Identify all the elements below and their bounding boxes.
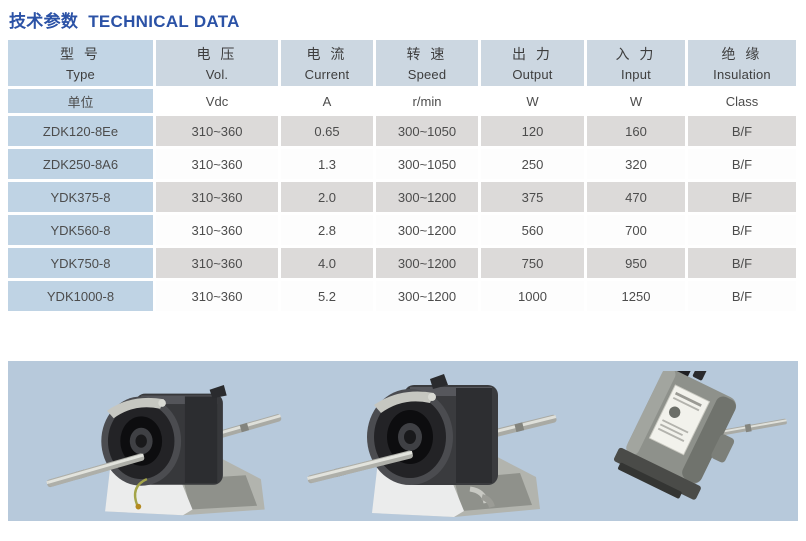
cell-current: 0.65 xyxy=(281,116,373,146)
cell-voltage: 310~360 xyxy=(156,281,278,311)
col-header-output: 出 力 Output xyxy=(481,40,584,86)
cell-model: YDK1000-8 xyxy=(8,281,153,311)
cell-voltage: 310~360 xyxy=(156,149,278,179)
motor-photo-right-icon xyxy=(613,371,787,500)
table-row: YDK375-8 310~360 2.0 300~1200 375 470 B/… xyxy=(8,182,796,212)
cell-model: YDK560-8 xyxy=(8,215,153,245)
cell-output: 250 xyxy=(481,149,584,179)
table-row: YDK1000-8 310~360 5.2 300~1200 1000 1250… xyxy=(8,281,796,311)
cell-input: 160 xyxy=(587,116,685,146)
cell-current: 2.8 xyxy=(281,215,373,245)
cell-model: ZDK120-8Ee xyxy=(8,116,153,146)
col-header-speed: 转 速 Speed xyxy=(376,40,478,86)
cell-output: 560 xyxy=(481,215,584,245)
cell-speed: 300~1200 xyxy=(376,215,478,245)
col-header-input: 入 力 Input xyxy=(587,40,685,86)
cell-insulation: B/F xyxy=(688,215,796,245)
cell-model: YDK375-8 xyxy=(8,182,153,212)
cell-speed: 300~1050 xyxy=(376,149,478,179)
product-photos-panel xyxy=(8,361,798,521)
table-row: ZDK120-8Ee 310~360 0.65 300~1050 120 160… xyxy=(8,116,796,146)
cell-insulation: B/F xyxy=(688,149,796,179)
unit-cell-current: A xyxy=(281,89,373,113)
table-row: YDK750-8 310~360 4.0 300~1200 750 950 B/… xyxy=(8,248,796,278)
col-header-insulation: 绝 缘 Insulation xyxy=(688,40,796,86)
cell-current: 4.0 xyxy=(281,248,373,278)
motor-photo-middle-icon xyxy=(307,374,557,517)
motor-photo-left-icon xyxy=(46,385,282,516)
cell-voltage: 310~360 xyxy=(156,116,278,146)
cell-voltage: 310~360 xyxy=(156,182,278,212)
table-row: ZDK250-8A6 310~360 1.3 300~1050 250 320 … xyxy=(8,149,796,179)
cell-speed: 300~1050 xyxy=(376,116,478,146)
cell-speed: 300~1200 xyxy=(376,248,478,278)
cell-input: 700 xyxy=(587,215,685,245)
cell-output: 1000 xyxy=(481,281,584,311)
cell-insulation: B/F xyxy=(688,116,796,146)
col-header-voltage: 电 压 Vol. xyxy=(156,40,278,86)
cell-insulation: B/F xyxy=(688,182,796,212)
cell-output: 375 xyxy=(481,182,584,212)
table-row: YDK560-8 310~360 2.8 300~1200 560 700 B/… xyxy=(8,215,796,245)
col-header-type: 型 号 Type xyxy=(8,40,153,86)
page-title-en: TECHNICAL DATA xyxy=(88,12,240,31)
page-title-zh: 技术参数 xyxy=(9,12,79,31)
unit-cell-type: 单位 xyxy=(8,89,153,113)
unit-cell-output: W xyxy=(481,89,584,113)
cell-speed: 300~1200 xyxy=(376,182,478,212)
cell-current: 1.3 xyxy=(281,149,373,179)
cell-model: YDK750-8 xyxy=(8,248,153,278)
cell-voltage: 310~360 xyxy=(156,215,278,245)
unit-cell-insulation: Class xyxy=(688,89,796,113)
cell-output: 120 xyxy=(481,116,584,146)
unit-cell-input: W xyxy=(587,89,685,113)
units-row: 单位 Vdc A r/min W W Class xyxy=(8,89,796,113)
cell-output: 750 xyxy=(481,248,584,278)
cell-insulation: B/F xyxy=(688,248,796,278)
technical-data-table: 型 号 Type 电 压 Vol. 电 流 Current 转 速 Speed … xyxy=(5,37,799,314)
col-header-current: 电 流 Current xyxy=(281,40,373,86)
cell-model: ZDK250-8A6 xyxy=(8,149,153,179)
cell-voltage: 310~360 xyxy=(156,248,278,278)
cell-insulation: B/F xyxy=(688,281,796,311)
cell-current: 2.0 xyxy=(281,182,373,212)
cell-speed: 300~1200 xyxy=(376,281,478,311)
cell-input: 320 xyxy=(587,149,685,179)
page-title: 技术参数 TECHNICAL DATA xyxy=(0,0,806,32)
cell-input: 1250 xyxy=(587,281,685,311)
header-row: 型 号 Type 电 压 Vol. 电 流 Current 转 速 Speed … xyxy=(8,40,796,86)
unit-cell-speed: r/min xyxy=(376,89,478,113)
unit-cell-voltage: Vdc xyxy=(156,89,278,113)
cell-input: 950 xyxy=(587,248,685,278)
cell-current: 5.2 xyxy=(281,281,373,311)
cell-input: 470 xyxy=(587,182,685,212)
